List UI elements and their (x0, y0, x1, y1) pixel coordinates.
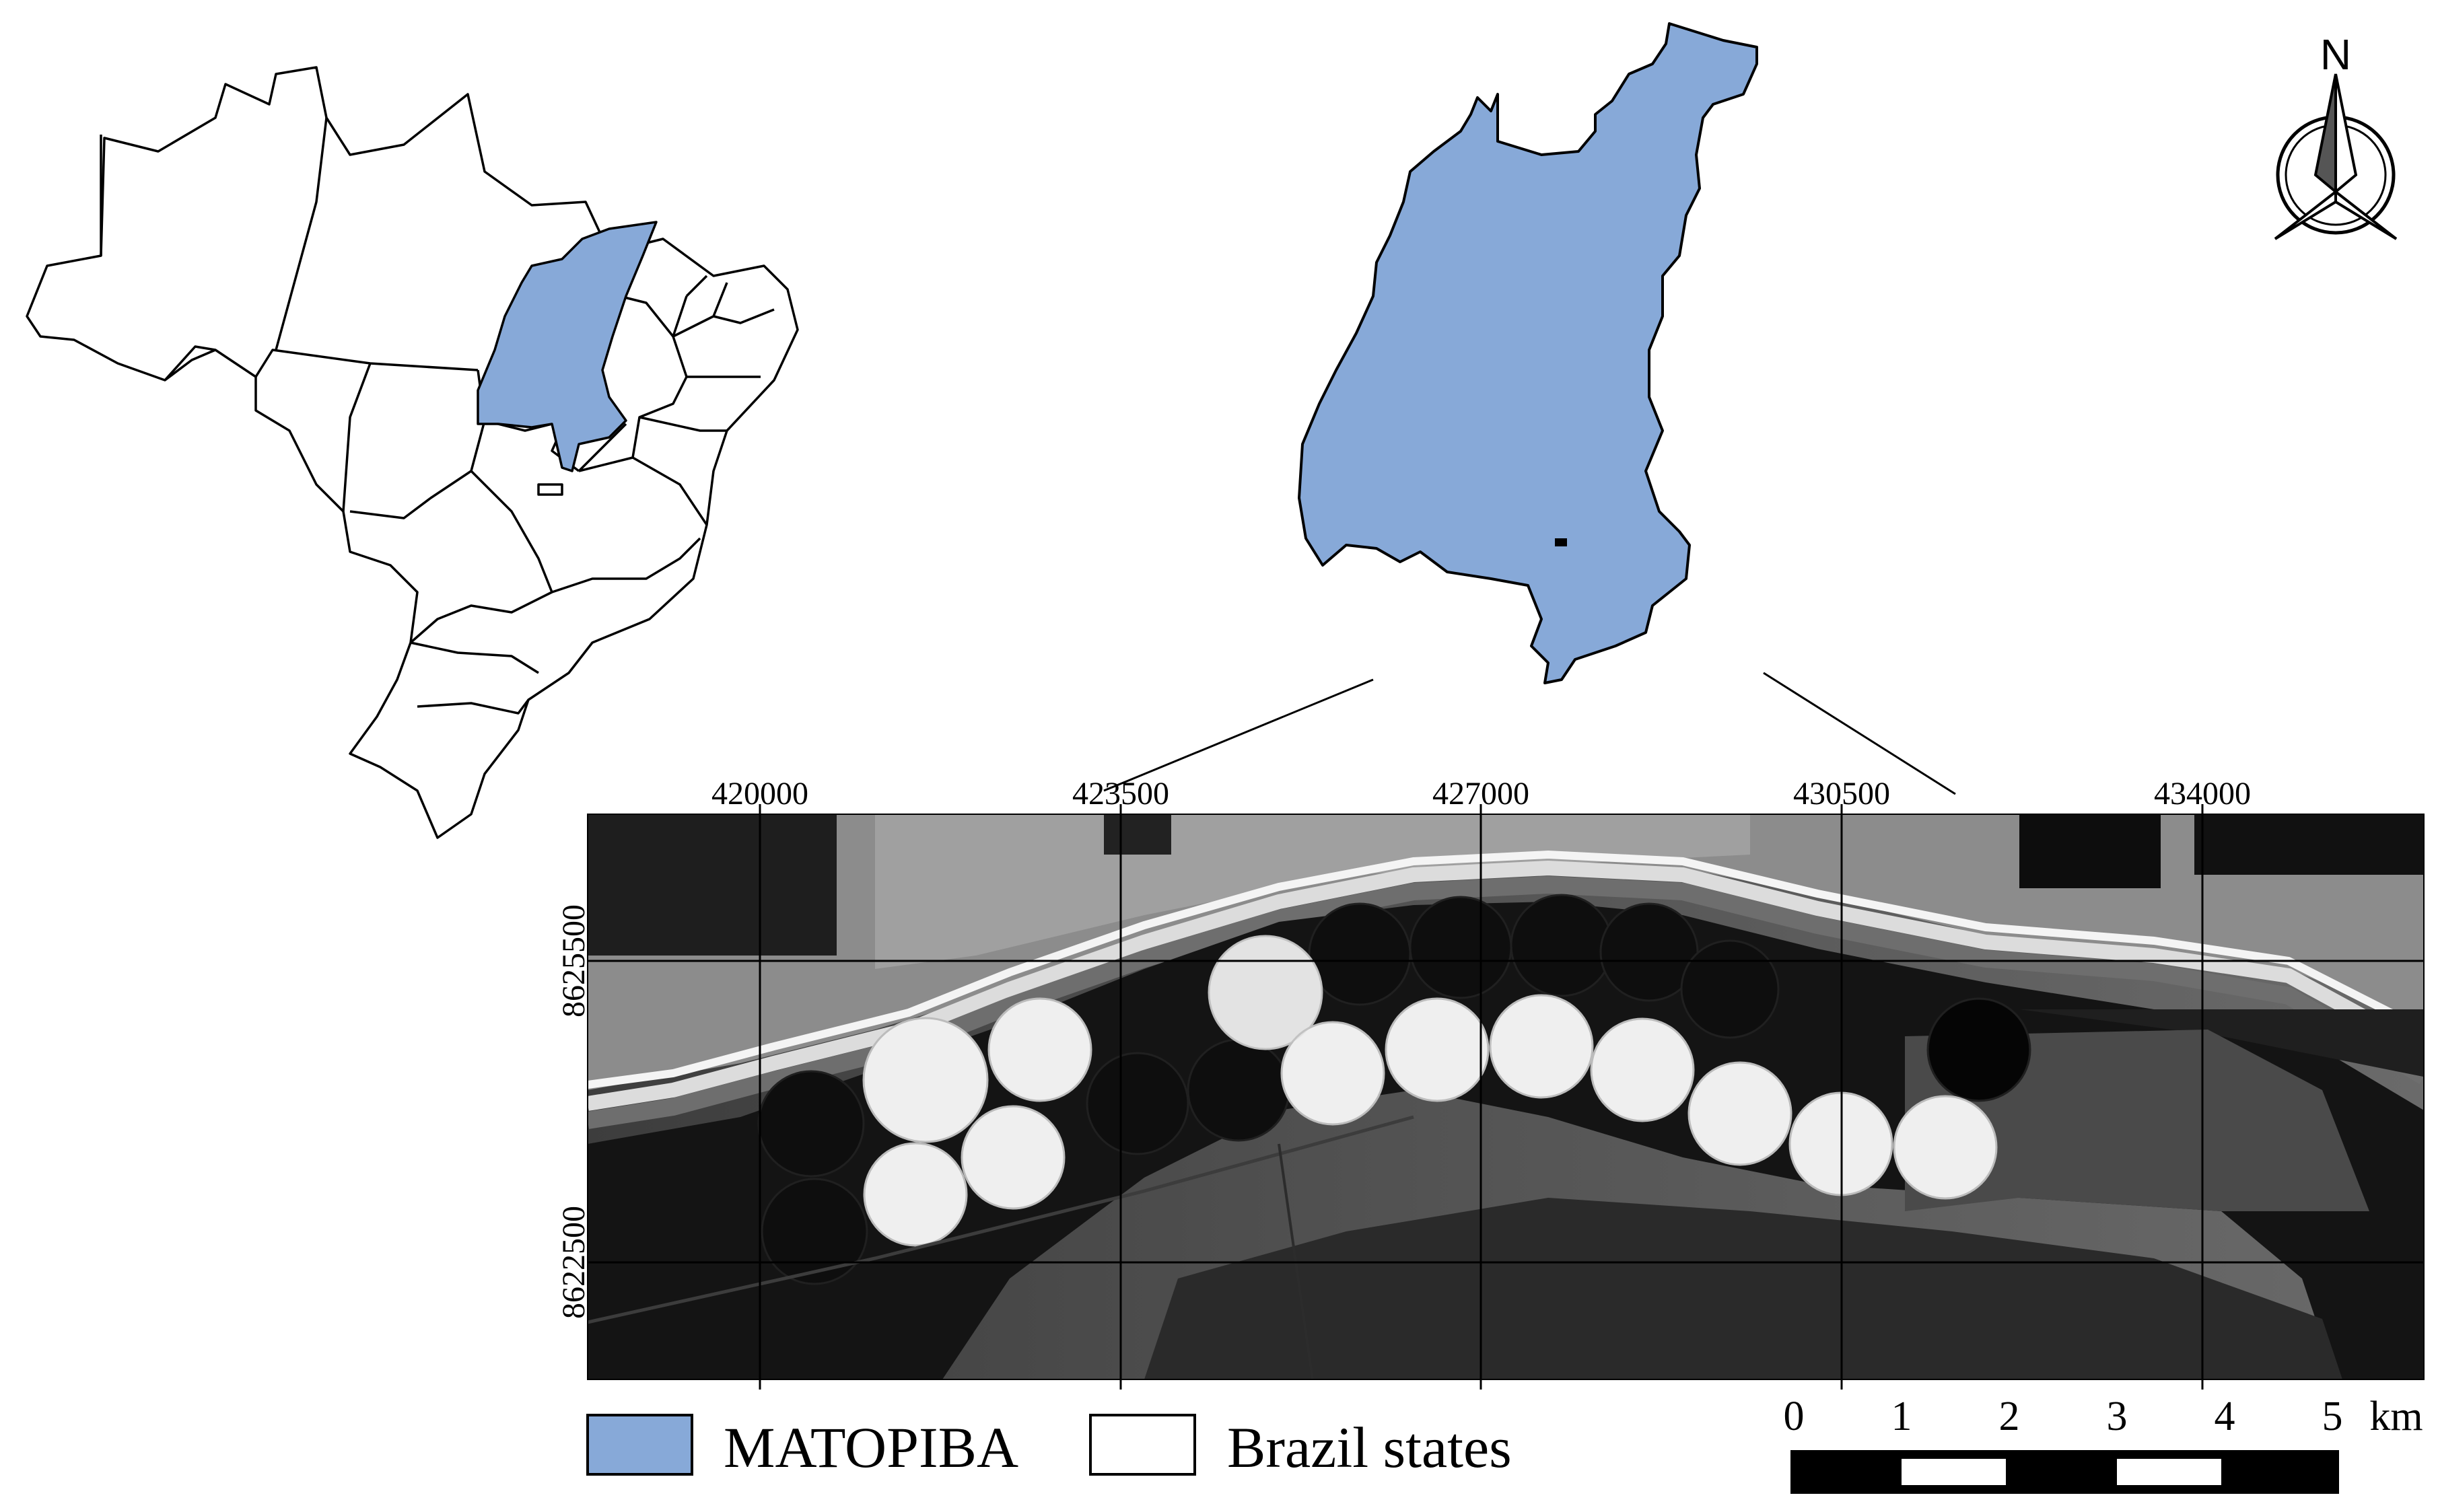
state-borders (100, 117, 775, 715)
northing-labels: 8625500 8622500 (556, 904, 592, 1319)
north-arrow-label: N (2320, 30, 2351, 79)
easting-label: 423500 (1072, 776, 1169, 812)
matopiba-enclave (1555, 538, 1567, 546)
scale-bar: 0 1 2 3 4 5 km (1784, 1394, 2423, 1494)
satellite-image-frame (587, 814, 2425, 1380)
scale-tick: 0 (1784, 1394, 1805, 1439)
matopiba-overview-region (477, 221, 658, 472)
brazil-overview-map (26, 66, 799, 839)
northing-label: 8622500 (556, 1206, 592, 1319)
legend-label-brazil-states: Brazil states (1227, 1415, 1512, 1480)
scale-tick: 5 (2322, 1394, 2343, 1439)
coordinate-grid (588, 814, 2424, 1379)
scale-tick: 1 (1891, 1394, 1912, 1439)
scale-tick: 4 (2215, 1394, 2235, 1439)
easting-label: 434000 (2154, 776, 2251, 812)
scale-unit: km (2369, 1394, 2423, 1439)
brazil-outline (26, 66, 799, 839)
legend-label-matopiba: MATOPIBA (724, 1415, 1018, 1480)
matopiba-detail-map (1298, 22, 1758, 684)
easting-label: 427000 (1432, 776, 1529, 812)
easting-label: 420000 (711, 776, 808, 812)
north-arrow-icon: N (2274, 30, 2398, 240)
easting-label: 430500 (1793, 776, 1890, 812)
northing-label: 8625500 (556, 904, 592, 1017)
zoom-connector-left (1103, 678, 1374, 792)
legend-swatch-brazil-states (1089, 1414, 1196, 1476)
scale-tick: 3 (2107, 1394, 2128, 1439)
legend-swatch-matopiba (586, 1414, 693, 1476)
satellite-image-panel (588, 814, 2424, 1379)
zoom-connector-right (1763, 672, 1956, 795)
easting-labels: 420000 423500 427000 430500 434000 (711, 776, 2251, 812)
scale-tick: 2 (1999, 1394, 2020, 1439)
legend: MATOPIBA Brazil states (586, 1414, 1512, 1480)
